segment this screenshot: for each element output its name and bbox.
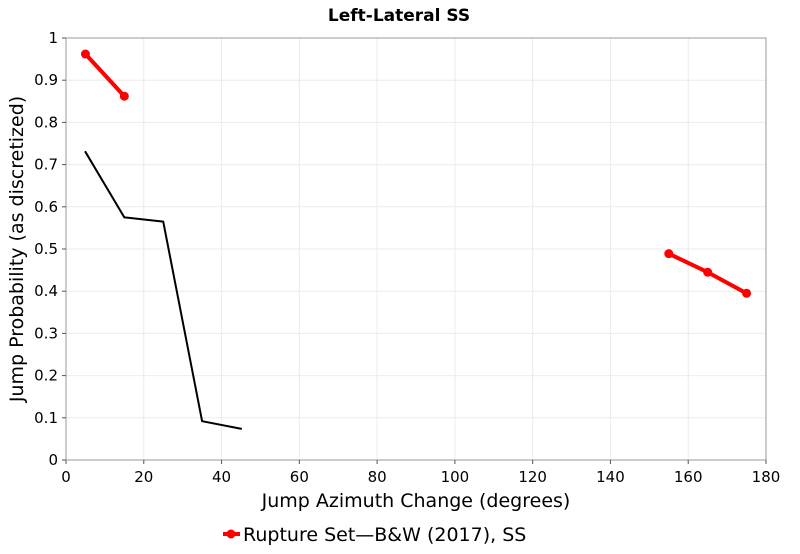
series-rupture-set	[80, 49, 752, 298]
y-tick-label: 0.8	[34, 113, 58, 131]
x-tick-label: 60	[290, 468, 309, 486]
y-tick-label: 0	[48, 451, 58, 469]
x-tick-label: 40	[212, 468, 231, 486]
data-point	[119, 91, 129, 101]
y-tick-label: 0.1	[34, 409, 58, 427]
series-line	[83, 52, 127, 99]
series-line	[84, 150, 242, 430]
data-point	[703, 267, 713, 277]
data-point	[664, 249, 674, 259]
x-tick-label: 140	[596, 468, 625, 486]
chart-title: Left-Lateral SS	[328, 6, 470, 26]
legend-swatch-marker	[226, 529, 236, 539]
data-point	[80, 49, 90, 59]
x-tick-label: 20	[134, 468, 153, 486]
series-bw-2017-ss	[84, 150, 242, 430]
data-point	[742, 288, 752, 298]
y-tick-label: 1	[48, 29, 58, 47]
x-tick-label: 0	[61, 468, 71, 486]
x-tick-label: 120	[518, 468, 547, 486]
y-tick-label: 0.5	[34, 240, 58, 258]
x-axis-ticks: 0 20 40 60 80 100 120 140 160 180	[61, 460, 780, 486]
y-tick-label: 0.3	[34, 324, 58, 342]
legend: Rupture Set—B&W (2017), SS	[223, 524, 526, 546]
y-tick-label: 0.2	[34, 367, 58, 385]
y-axis-label: Jump Probability (as discretized)	[6, 96, 28, 403]
x-tick-label: 100	[441, 468, 470, 486]
y-tick-label: 0.6	[34, 198, 58, 216]
y-axis-ticks: 0 0.1 0.2 0.3 0.4 0.5 0.6 0.7 0.8 0.9 1	[34, 29, 66, 469]
x-tick-label: 180	[752, 468, 781, 486]
x-tick-label: 160	[674, 468, 703, 486]
series-group	[80, 49, 752, 430]
y-tick-label: 0.9	[34, 71, 58, 89]
x-axis-label: Jump Azimuth Change (degrees)	[261, 490, 571, 512]
legend-text: Rupture Set—B&W (2017), SS	[243, 524, 526, 546]
y-tick-label: 0.7	[34, 156, 58, 174]
y-tick-label: 0.4	[34, 282, 58, 300]
x-tick-label: 80	[368, 468, 387, 486]
